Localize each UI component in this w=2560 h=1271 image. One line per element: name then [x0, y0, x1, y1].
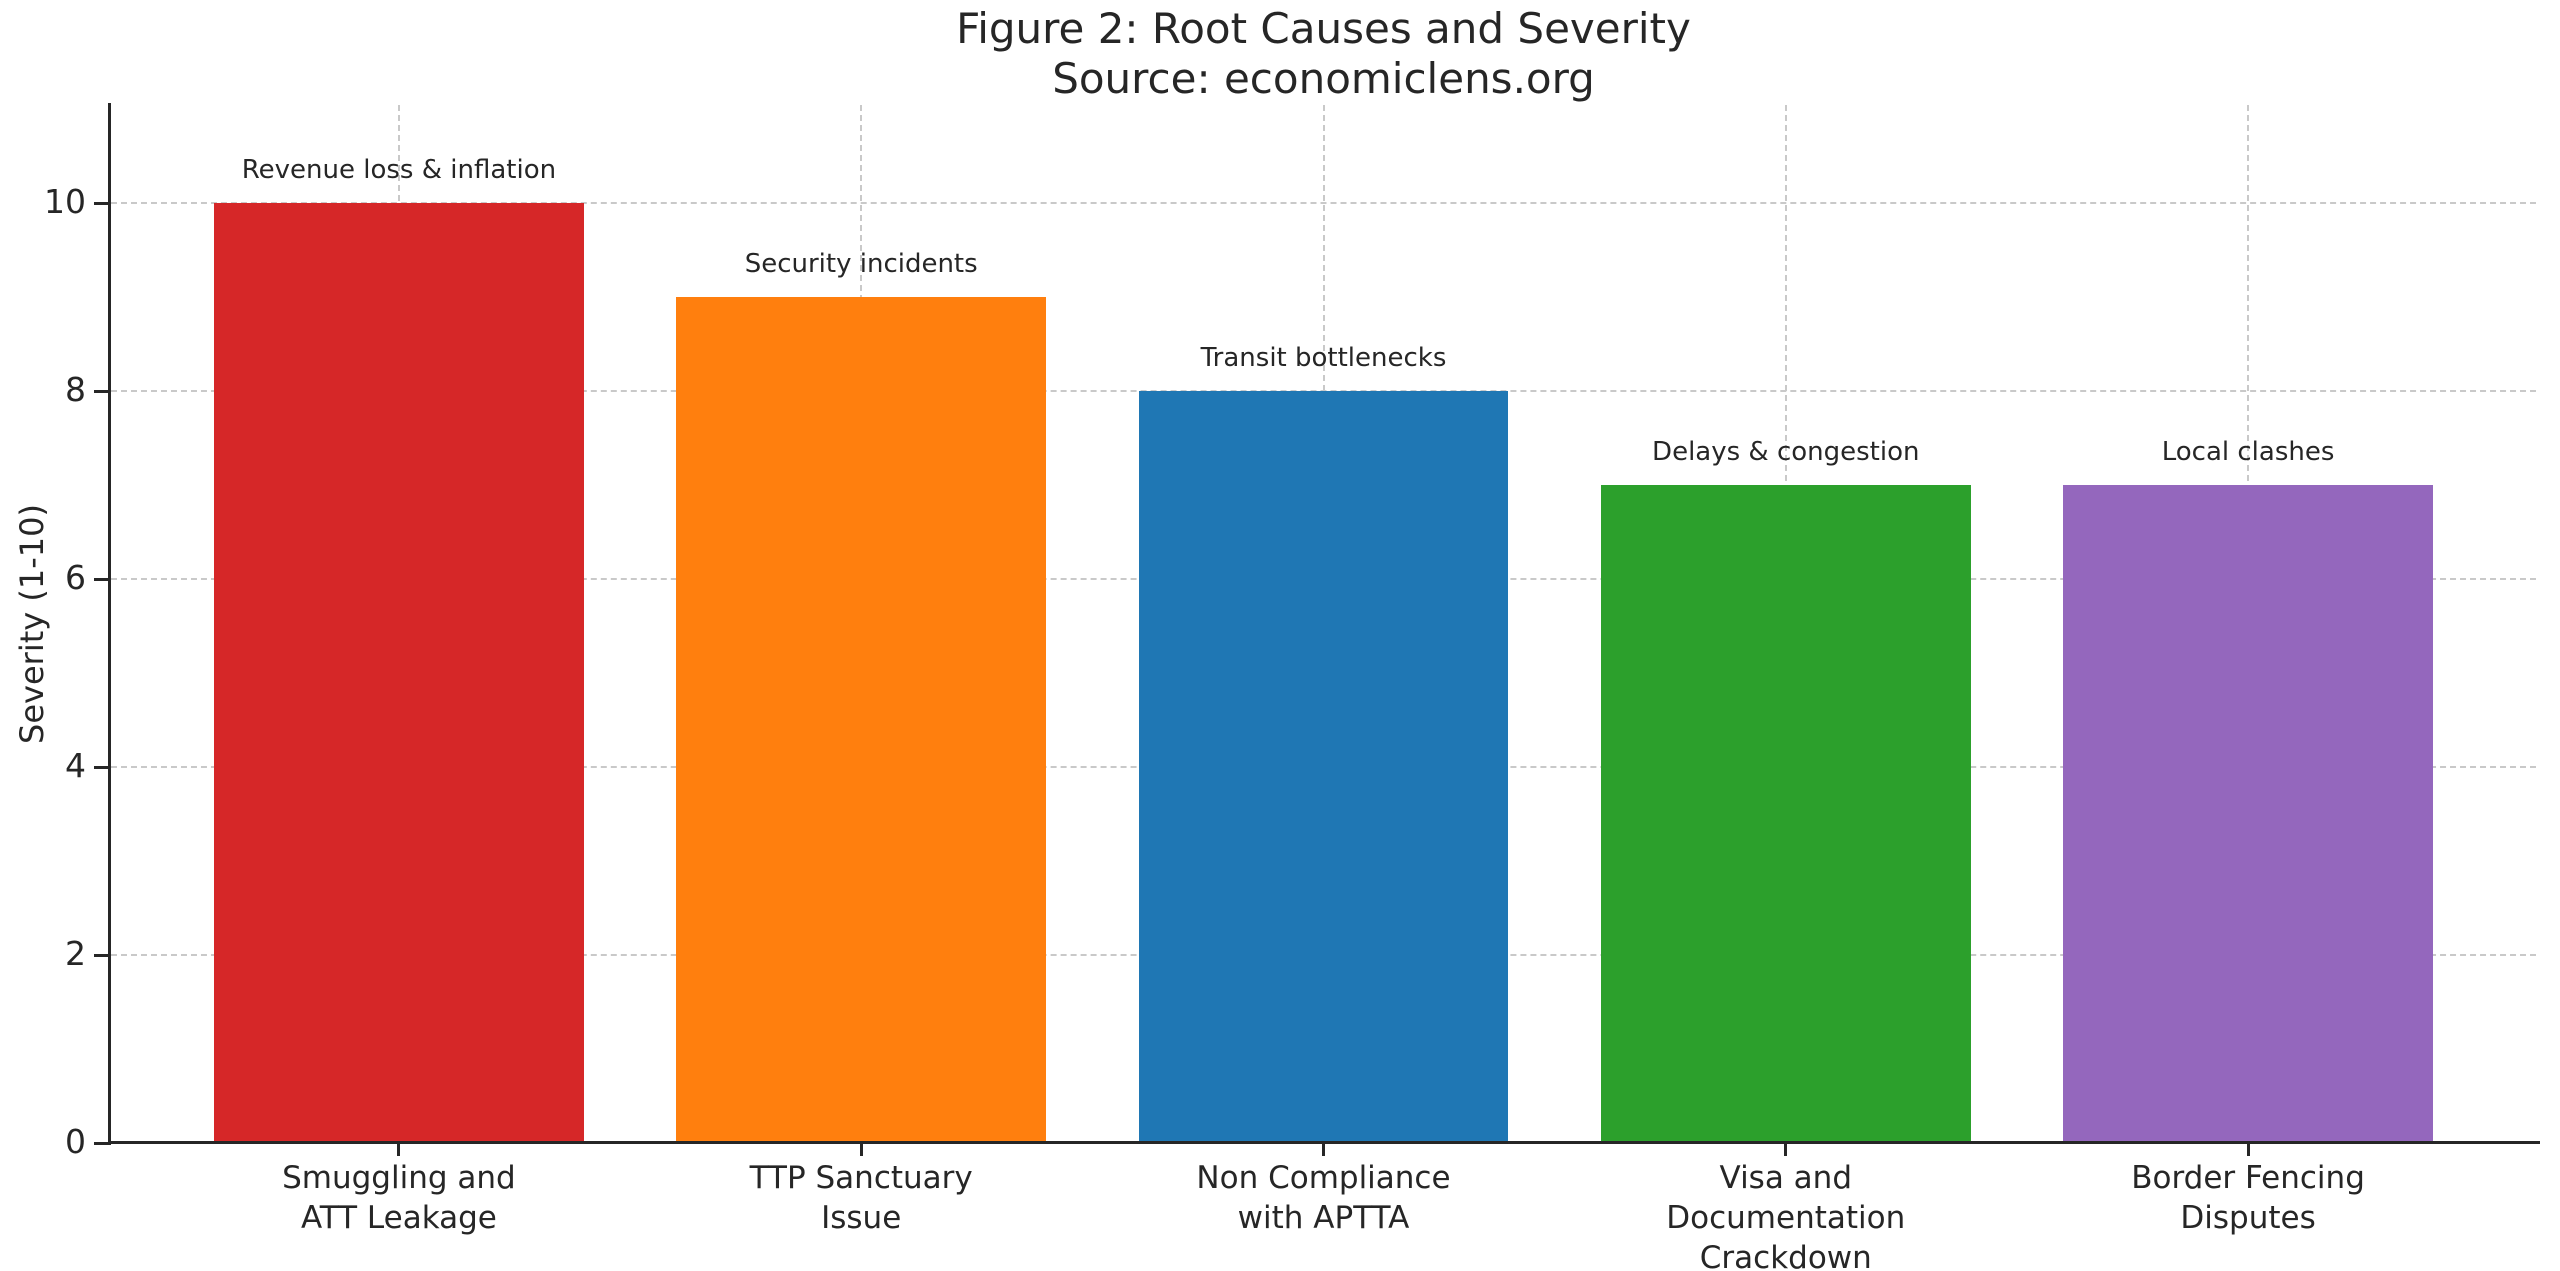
- y-tick-label: 10: [44, 182, 86, 221]
- y-tick-mark: [94, 765, 108, 769]
- x-axis-spine: [108, 1141, 2540, 1144]
- bar-value-annotation: Security incidents: [744, 249, 978, 279]
- bar-value-annotation: Local clashes: [2161, 437, 2335, 467]
- x-tick-mark: [2246, 1144, 2250, 1156]
- x-tick-mark: [859, 1144, 863, 1156]
- x-tick-label-5: Border Fencing Disputes: [2131, 1160, 2365, 1236]
- x-tick-mark: [397, 1144, 401, 1156]
- bar-4: [1600, 485, 1971, 1143]
- chart-title: Figure 2: Root Causes and Severity: [956, 4, 1691, 53]
- x-tick-label-3: Non Compliance with APTTA: [1196, 1160, 1451, 1236]
- bar-2: [676, 297, 1047, 1143]
- y-tick-mark: [94, 389, 108, 393]
- y-tick-label: 4: [65, 746, 86, 785]
- x-tick-label-1: Smuggling and ATT Leakage: [282, 1160, 516, 1236]
- chart-title-block: Figure 2: Root Causes and Severity Sourc…: [110, 4, 2537, 104]
- bar-1: [214, 203, 584, 1143]
- y-tick-mark: [94, 577, 108, 581]
- y-axis-label: Severity (1-10): [13, 504, 51, 744]
- y-tick-label: 2: [65, 934, 86, 973]
- y-tick-label: 8: [65, 370, 86, 409]
- bar-5: [2063, 485, 2433, 1143]
- x-tick-label-2: TTP Sanctuary Issue: [749, 1160, 973, 1236]
- bar-3: [1138, 391, 1509, 1143]
- y-axis-spine: [108, 103, 111, 1145]
- bar-value-annotation: Delays & congestion: [1652, 437, 1920, 467]
- y-tick-mark: [94, 1141, 108, 1145]
- y-tick-label: 0: [65, 1122, 86, 1161]
- y-tick-label: 6: [65, 558, 86, 597]
- x-tick-mark: [1784, 1144, 1788, 1156]
- x-tick-mark: [1322, 1144, 1325, 1156]
- y-tick-mark: [94, 953, 108, 957]
- y-tick-mark: [94, 201, 108, 205]
- x-tick-label-4: Visa and Documentation Crackdown: [1666, 1160, 1906, 1271]
- bar-value-annotation: Revenue loss & inflation: [241, 155, 557, 185]
- bar-value-annotation: Transit bottlenecks: [1200, 343, 1447, 373]
- chart-subtitle: Source: economiclens.org: [1052, 54, 1595, 103]
